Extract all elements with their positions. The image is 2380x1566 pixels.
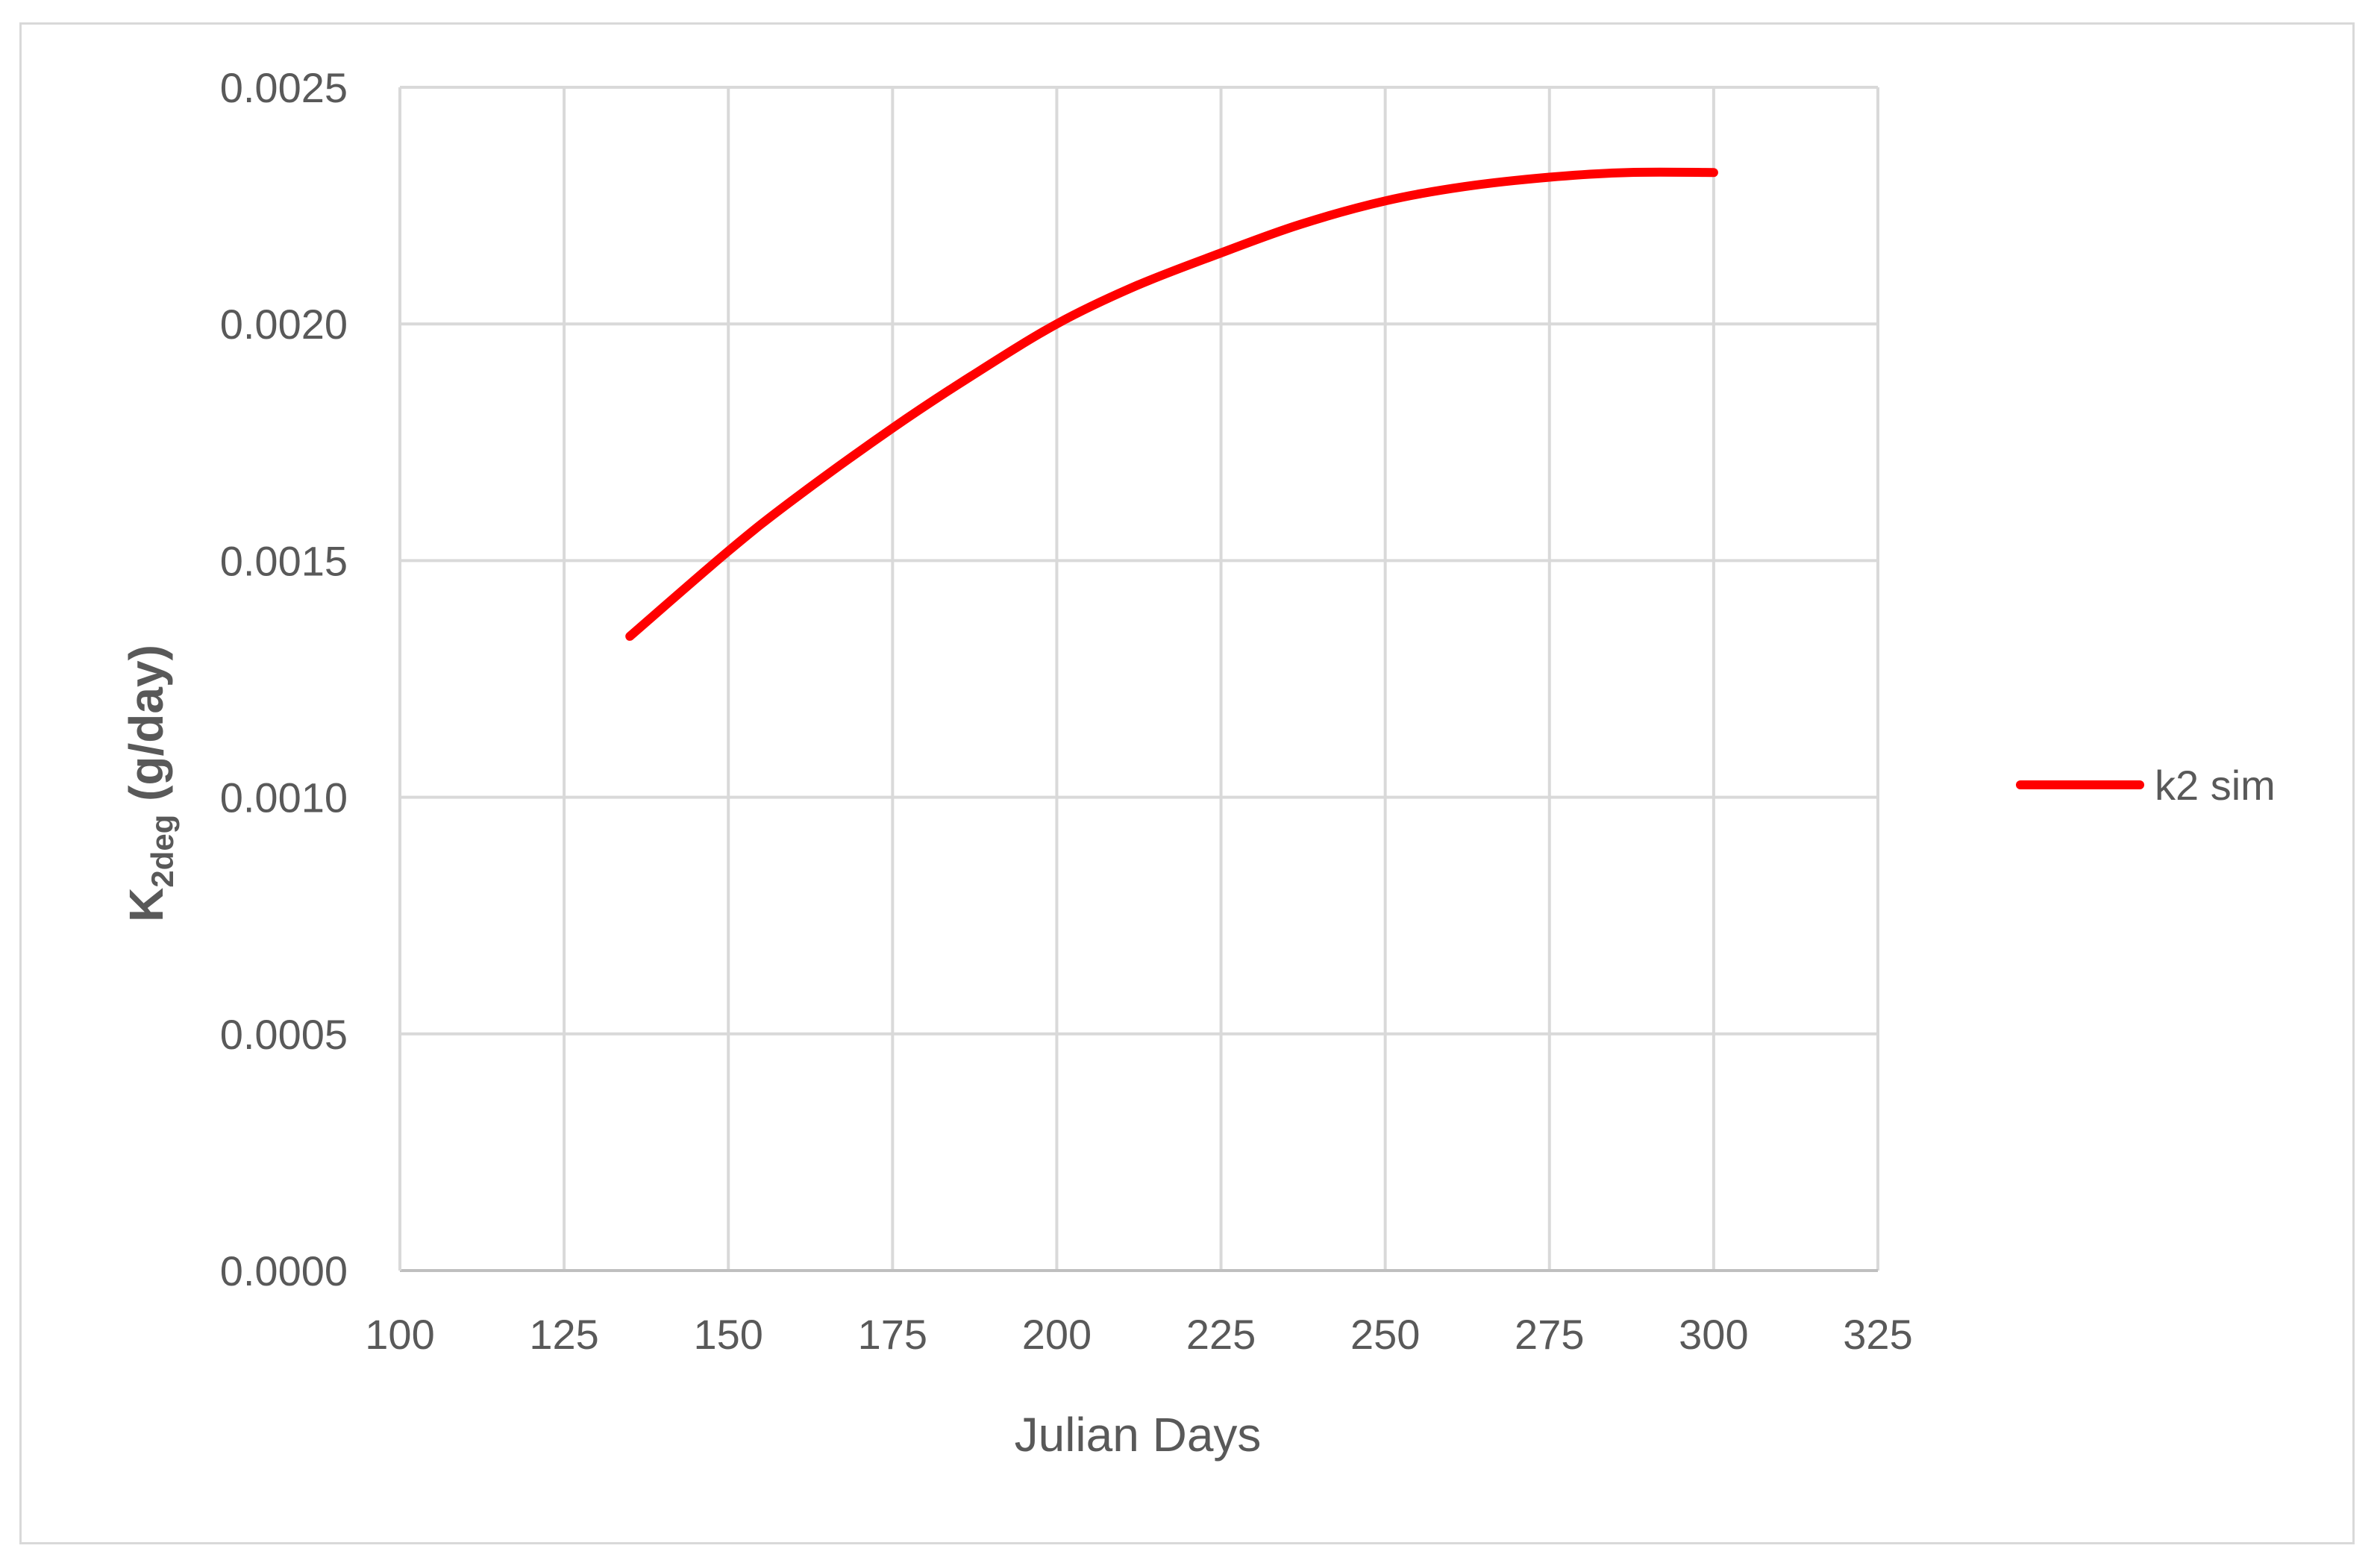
- x-tick-label: 175: [858, 1311, 927, 1358]
- y-tick-label: 0.0015: [220, 537, 348, 584]
- y-axis-title: K2deg (g/day): [119, 645, 180, 922]
- legend-label-k2-sim: k2 sim: [2155, 762, 2276, 809]
- x-tick-label: 150: [694, 1311, 763, 1358]
- y-tick-label: 0.0020: [220, 301, 348, 348]
- x-tick-label: 250: [1350, 1311, 1420, 1358]
- x-tick-label: 275: [1515, 1311, 1584, 1358]
- grid-layer: [400, 86, 1879, 1271]
- chart-frame: [19, 22, 2355, 1544]
- y-axis-title-subscript: 2deg: [145, 815, 180, 888]
- tick-labels: 100 125 150 175 200 225 250 275 300 325 0.0000 0.00…: [220, 64, 1913, 1358]
- y-tick-label: 0.0005: [220, 1011, 348, 1058]
- x-tick-label: 200: [1022, 1311, 1092, 1358]
- x-tick-label: 300: [1679, 1311, 1748, 1358]
- x-tick-label: 225: [1186, 1311, 1256, 1358]
- y-axis-title-unit: (g/day): [119, 645, 173, 815]
- series-layer: [625, 167, 1718, 641]
- x-tick-label: 125: [529, 1311, 598, 1358]
- y-axis-title-main: K: [119, 888, 173, 922]
- legend: k2 sim: [2016, 762, 2276, 809]
- axes-layer: [398, 87, 1878, 1272]
- x-tick-label: 325: [1843, 1311, 1912, 1358]
- y-tick-label: 0.0025: [220, 64, 348, 111]
- y-tick-label: 0.0010: [220, 774, 348, 821]
- x-axis-title: Julian Days: [1015, 1408, 1262, 1462]
- x-tick-label: 100: [365, 1311, 434, 1358]
- series-line-k2-sim: [625, 167, 1718, 641]
- y-tick-label: 0.0000: [220, 1247, 348, 1294]
